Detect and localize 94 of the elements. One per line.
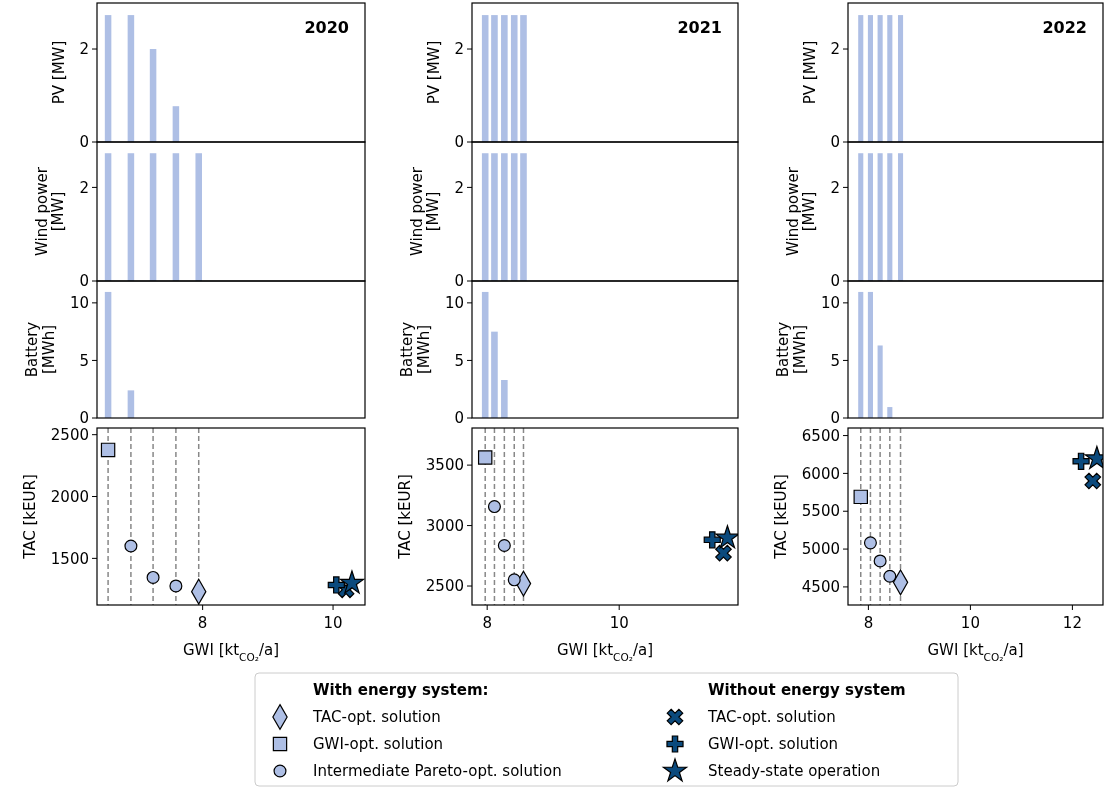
y-tick-label: 2500 [50,425,89,444]
point [487,500,501,514]
bar [172,106,180,142]
x-tick-label: 10 [609,614,629,632]
y-tick-label: 5 [79,351,89,370]
text: Without energy system [708,681,906,699]
text: 2022 [1042,18,1087,37]
y-axis-title: TAC [kEUR] [21,474,40,560]
y-axis-title: PV [MW] [800,40,819,105]
point [497,539,511,553]
x-tick-label: 8 [197,614,208,632]
y-tick-label: 6000 [801,464,840,483]
legend-label: Intermediate Pareto-opt. solution [313,762,562,781]
y-tick-label: 2 [830,178,840,197]
y-tick-label: 5500 [801,502,840,521]
point [1072,452,1090,470]
bar [867,291,873,418]
y-tick-label: 0 [79,133,89,152]
y-axis-title: TAC [kEUR] [396,474,415,560]
point [339,570,365,594]
x-tick-label: 10 [323,614,343,632]
point [100,442,116,458]
y-axis-title: Wind power [MW] [32,166,67,256]
point [477,450,493,465]
y-tick-label: 1500 [50,549,89,568]
point [853,489,868,505]
point [715,525,738,549]
y-tick-label: 5 [454,351,464,370]
x-axis-title: GWI [kt$_{CO₂}$/a] [927,641,1024,663]
bar [491,331,498,418]
y-tick-label: 2000 [50,487,89,506]
y-tick-label: 3500 [425,456,464,475]
y-tick-label: 0 [830,272,840,291]
y-tick-label: 0 [454,409,464,428]
point [146,570,160,584]
y-tick-label: 2500 [425,577,464,596]
x-tick-label: 8 [863,614,874,632]
y-axis-title: Wind power [MW] [783,166,818,256]
bar [481,291,489,418]
text: With energy system: [313,681,489,699]
x-axis-title: GWI [kt$_{CO₂}$/a] [183,641,279,663]
point [863,536,877,550]
y-axis-title: TAC [kEUR] [772,474,791,560]
y-axis-title: Battery [MWh] [23,321,58,378]
y-tick-label: 10 [820,294,840,313]
point [715,544,732,562]
bar [149,49,157,142]
legend-label: Steady-state operation [708,762,881,781]
point [1084,472,1102,490]
x-tick-label: 8 [482,614,492,632]
point [873,554,887,568]
y-tick-label: 0 [454,272,464,291]
y-tick-label: 0 [79,272,89,291]
y-tick-label: 2 [454,178,464,197]
y-axis-title: Battery [MWh] [398,321,433,378]
y-tick-label: 10 [444,294,464,313]
y-tick-label: 2 [454,40,464,59]
point [124,539,138,553]
legend-label: GWI-opt. solution [708,735,839,754]
y-tick-label: 0 [830,133,840,152]
y-axis-title: Wind power [MW] [407,166,442,256]
y-tick-label: 5 [830,351,840,370]
y-axis-title: PV [MW] [49,40,68,105]
y-tick-label: 0 [830,409,840,428]
x-axis-title: GWI [kt$_{CO₂}$/a] [557,641,653,663]
y-axis-title: Battery [MWh] [774,321,809,378]
bar [127,15,135,142]
point [507,573,521,587]
y-tick-label: 0 [79,409,89,428]
y-tick-label: 2 [830,40,840,59]
point [883,569,897,583]
x-tick-label: 10 [960,614,980,632]
x-tick-label: 12 [1062,614,1082,632]
text: 2020 [304,18,349,37]
y-tick-label: 6500 [801,426,840,445]
point [703,531,721,549]
y-axis-title: PV [MW] [424,40,443,105]
text: 2021 [677,18,722,37]
y-tick-label: 2 [79,40,89,59]
bar [104,15,112,142]
legend-label: TAC-opt. solution [707,708,836,727]
legend-label: GWI-opt. solution [313,735,444,754]
bar [501,380,508,418]
bar [858,291,864,418]
point [169,579,183,593]
point [327,576,345,594]
legend-label: TAC-opt. solution [312,708,441,727]
y-tick-label: 10 [69,294,89,313]
y-tick-label: 0 [454,133,464,152]
y-tick-label: 3000 [425,516,464,535]
y-tick-label: 5000 [801,540,840,559]
y-tick-label: 2 [79,178,89,197]
bar [877,345,883,418]
y-tick-label: 4500 [801,578,840,597]
